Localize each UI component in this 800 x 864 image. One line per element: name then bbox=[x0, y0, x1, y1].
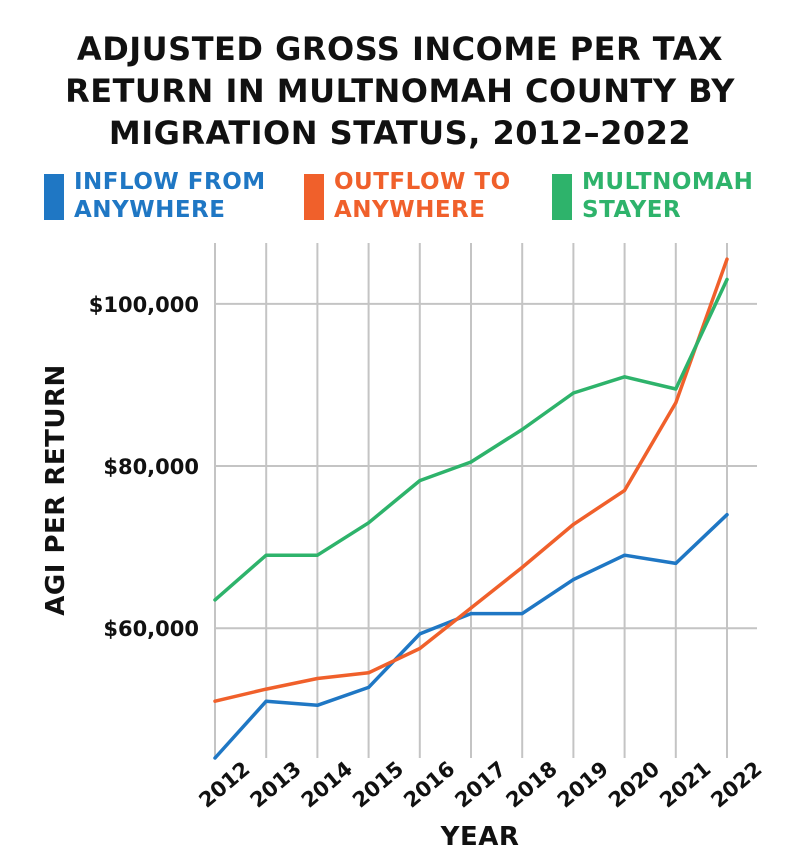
data-point-inflow bbox=[418, 632, 422, 636]
x-tick-label: 2020 bbox=[604, 757, 664, 813]
data-point-inflow bbox=[571, 578, 575, 582]
data-point-stayer bbox=[213, 598, 217, 602]
data-point-inflow bbox=[520, 612, 524, 616]
x-tick-label: 2019 bbox=[553, 757, 613, 813]
data-point-outflow bbox=[469, 606, 473, 610]
x-tick-label: 2016 bbox=[399, 757, 459, 813]
legend-swatch-inflow bbox=[44, 174, 64, 220]
data-point-inflow bbox=[213, 756, 217, 760]
data-point-outflow bbox=[418, 647, 422, 651]
x-tick-label: 2017 bbox=[450, 757, 510, 813]
data-point-stayer bbox=[571, 391, 575, 395]
y-tick-label: $80,000 bbox=[103, 455, 199, 479]
data-point-outflow bbox=[315, 677, 319, 681]
chart-title-line: ADJUSTED GROSS INCOME PER TAX bbox=[76, 30, 724, 68]
data-point-inflow bbox=[674, 561, 678, 565]
data-point-stayer bbox=[418, 479, 422, 483]
x-tick-label: 2013 bbox=[246, 757, 306, 813]
legend-swatch-stayer bbox=[552, 174, 572, 220]
x-tick-label: 2014 bbox=[297, 757, 357, 813]
legend-label-inflow: INFLOW FROM ANYWHERE bbox=[74, 168, 266, 224]
data-point-stayer bbox=[725, 277, 729, 281]
legend-label-outflow: OUTFLOW TO ANYWHERE bbox=[334, 168, 511, 224]
legend-label-line: MULTNOMAH bbox=[582, 169, 754, 195]
data-point-outflow bbox=[367, 671, 371, 675]
x-axis-label: YEAR bbox=[440, 822, 520, 852]
x-tick-label: 2012 bbox=[194, 757, 254, 813]
legend-label-line: STAYER bbox=[582, 197, 682, 223]
data-point-stayer bbox=[674, 387, 678, 391]
data-point-stayer bbox=[367, 521, 371, 525]
x-tick-label: 2018 bbox=[502, 757, 562, 813]
legend-label-line: OUTFLOW TO bbox=[334, 169, 511, 195]
data-point-stayer bbox=[623, 375, 627, 379]
legend-swatch-outflow bbox=[304, 174, 324, 220]
legend-label-line: ANYWHERE bbox=[74, 197, 226, 223]
data-point-inflow bbox=[367, 685, 371, 689]
data-point-stayer bbox=[315, 553, 319, 557]
data-point-outflow bbox=[264, 687, 268, 691]
x-tick-label: 2015 bbox=[348, 757, 408, 813]
data-point-inflow bbox=[623, 553, 627, 557]
data-point-stayer bbox=[469, 460, 473, 464]
data-point-inflow bbox=[264, 699, 268, 703]
data-point-stayer bbox=[264, 553, 268, 557]
legend-label-line: ANYWHERE bbox=[334, 197, 486, 223]
data-point-outflow bbox=[571, 522, 575, 526]
data-point-inflow bbox=[725, 513, 729, 517]
data-point-outflow bbox=[213, 699, 217, 703]
data-point-outflow bbox=[674, 401, 678, 405]
chart-title-line: RETURN IN MULTNOMAH COUNTY BY bbox=[65, 72, 735, 110]
data-point-inflow bbox=[469, 612, 473, 616]
x-tick-label: 2021 bbox=[655, 757, 715, 813]
chart-title-line: MIGRATION STATUS, 2012–2022 bbox=[108, 114, 692, 152]
data-point-outflow bbox=[623, 488, 627, 492]
legend-label-stayer: MULTNOMAH STAYER bbox=[582, 168, 753, 224]
y-axis-label: AGI PER RETURN bbox=[41, 364, 71, 616]
x-tick-label: 2022 bbox=[706, 757, 766, 813]
data-point-stayer bbox=[520, 428, 524, 432]
y-tick-label: $60,000 bbox=[103, 617, 199, 641]
y-tick-label: $100,000 bbox=[89, 293, 199, 317]
chart-title: ADJUSTED GROSS INCOME PER TAX RETURN IN … bbox=[0, 28, 800, 154]
data-point-inflow bbox=[315, 703, 319, 707]
data-point-outflow bbox=[725, 257, 729, 261]
legend-label-line: INFLOW FROM bbox=[74, 169, 266, 195]
data-point-outflow bbox=[520, 565, 524, 569]
